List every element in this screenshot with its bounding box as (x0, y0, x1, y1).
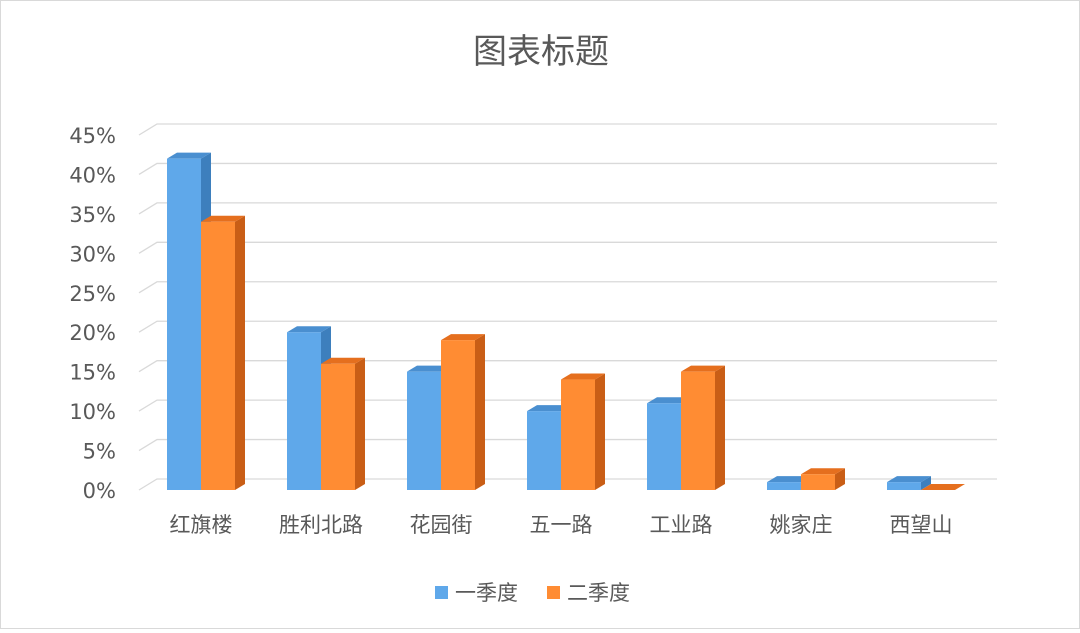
x-category-label: 胜利北路 (279, 513, 363, 537)
y-tick-label: 10% (69, 400, 116, 424)
bar-front (201, 221, 235, 490)
grid-line (138, 360, 997, 373)
bar-top (647, 397, 691, 404)
bar-top (201, 215, 245, 222)
bar-side (355, 357, 365, 490)
grid-line (138, 281, 997, 294)
bar-front (407, 371, 441, 490)
legend-label: 二季度 (567, 581, 630, 605)
bar (801, 468, 845, 490)
legend-swatch (435, 586, 448, 599)
bar-front (767, 482, 801, 490)
grid-line (138, 241, 997, 254)
bar-front (321, 363, 355, 490)
y-tick-label: 5% (83, 440, 116, 464)
bar-side (921, 476, 931, 490)
legend: 一季度 二季度 (435, 581, 630, 605)
legend-label: 一季度 (455, 581, 518, 605)
bar-front (287, 332, 321, 490)
bar-front (441, 340, 475, 490)
y-tick-label: 25% (69, 282, 116, 306)
y-tick-label: 15% (69, 361, 116, 385)
x-category-label: 工业路 (650, 513, 713, 537)
bar-front (647, 403, 681, 490)
bar-front (801, 474, 835, 490)
bar (321, 357, 365, 490)
y-axis-ticks: 0% 5% 10% 15% 20% 25% 30% 35% 40% 45% (69, 124, 116, 503)
grid-lines (138, 123, 997, 491)
y-tick-label: 0% (83, 479, 116, 503)
x-category-label: 姚家庄 (770, 513, 833, 537)
x-axis-categories: 红旗楼 胜利北路 花园街 五一路 工业路 姚家庄 西望山 (170, 513, 953, 537)
y-tick-label: 20% (69, 321, 116, 345)
y-tick-label: 35% (69, 203, 116, 227)
x-category-label: 西望山 (890, 513, 953, 537)
legend-item: 二季度 (547, 581, 630, 605)
x-category-label: 红旗楼 (170, 513, 233, 537)
x-category-label: 五一路 (530, 513, 593, 537)
bar (201, 215, 245, 490)
bar-top (767, 476, 811, 483)
grid-line (138, 123, 997, 136)
bar-top (287, 326, 331, 333)
bar (887, 476, 931, 490)
grid-line (138, 202, 997, 215)
bar (441, 334, 485, 490)
grid-line (138, 320, 997, 333)
legend-swatch (547, 586, 560, 599)
bar-top (561, 373, 605, 380)
bar-side (715, 365, 725, 490)
bar-top (887, 476, 931, 483)
y-tick-label: 40% (69, 163, 116, 187)
bar-side (835, 468, 845, 490)
bar-side (475, 334, 485, 490)
bars (167, 152, 965, 490)
bar-top (801, 468, 845, 475)
bar-front (561, 379, 595, 490)
grid-line (138, 162, 997, 175)
bar-side (235, 215, 245, 490)
y-tick-label: 45% (69, 124, 116, 148)
bar-front (167, 158, 201, 490)
y-tick-label: 30% (69, 242, 116, 266)
bar-top (321, 357, 365, 364)
bar-front (527, 411, 561, 490)
bar-top (921, 484, 965, 490)
chart-title: 图表标题 (473, 32, 609, 72)
bar-front (887, 482, 921, 490)
bar (561, 373, 605, 490)
bar-front (681, 371, 715, 490)
bar-top (527, 405, 571, 412)
bar-top (441, 334, 485, 341)
bar-top (167, 152, 211, 159)
bar-top (407, 365, 451, 372)
bar-top (681, 365, 725, 372)
bar (681, 365, 725, 490)
bar-side (595, 373, 605, 490)
bar (921, 484, 965, 490)
legend-item: 一季度 (435, 581, 518, 605)
x-category-label: 花园街 (410, 513, 473, 537)
